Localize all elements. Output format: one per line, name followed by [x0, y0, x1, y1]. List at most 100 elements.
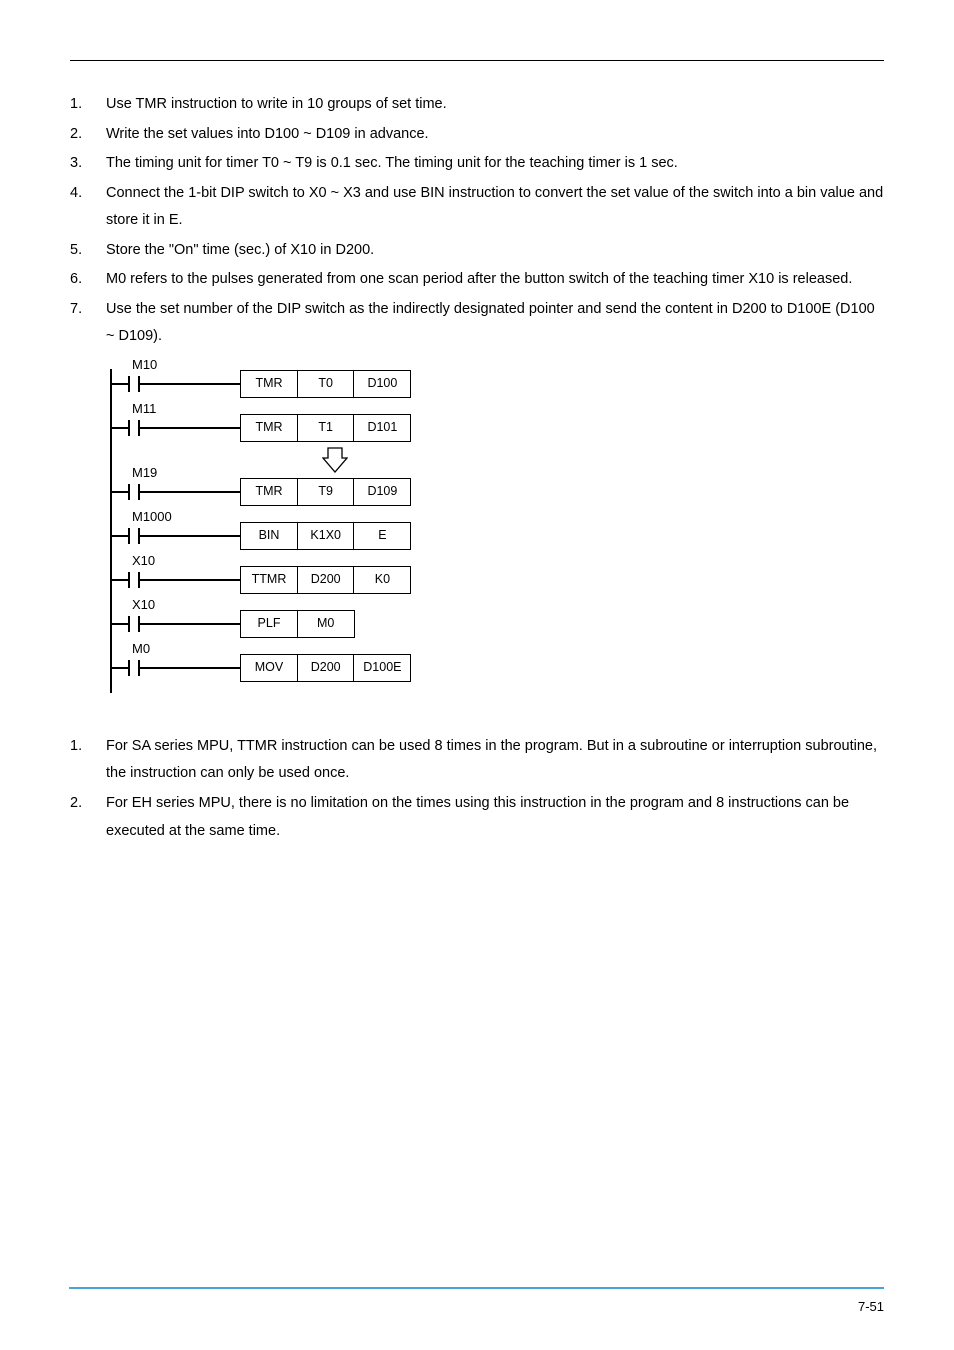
- item-number: 4.: [70, 180, 106, 235]
- item-number: 5.: [70, 237, 106, 265]
- cell: M0: [297, 610, 355, 638]
- rail: [110, 683, 112, 693]
- instruction-box: TMR T0 D100: [240, 370, 411, 398]
- ladder-rung: M11 TMR T1 D101: [110, 413, 884, 443]
- list-item: 1.For SA series MPU, TTMR instruction ca…: [70, 733, 884, 788]
- ladder-rung: M1000 BIN K1X0 E: [110, 521, 884, 551]
- contact-icon: [128, 616, 140, 632]
- list-1: 1.Use TMR instruction to write in 10 gro…: [70, 91, 884, 351]
- rail-spacer: [110, 639, 884, 653]
- cell: MOV: [240, 654, 298, 682]
- down-arrow-icon: [322, 446, 348, 474]
- rung-label: M10: [132, 353, 157, 378]
- item-text: The timing unit for timer T0 ~ T9 is 0.1…: [106, 150, 884, 178]
- contact-icon: [128, 660, 140, 676]
- rung-label: X10: [132, 549, 155, 574]
- continuation-row: [110, 443, 884, 477]
- list-item: 3.The timing unit for timer T0 ~ T9 is 0…: [70, 150, 884, 178]
- cell: E: [353, 522, 411, 550]
- ladder-rung: M0 MOV D200 D100E: [110, 653, 884, 683]
- cell: K1X0: [297, 522, 355, 550]
- item-number: 3.: [70, 150, 106, 178]
- rung-label: M11: [132, 397, 156, 422]
- cell: D100: [353, 370, 411, 398]
- rung-label: M0: [132, 637, 150, 662]
- contact-icon: [128, 420, 140, 436]
- page-number: 7-51: [858, 1299, 884, 1314]
- instruction-box: MOV D200 D100E: [240, 654, 411, 682]
- list-item: 5.Store the "On" time (sec.) of X10 in D…: [70, 237, 884, 265]
- cell: BIN: [240, 522, 298, 550]
- cell: D109: [353, 478, 411, 506]
- cell: TTMR: [240, 566, 298, 594]
- item-text: Connect the 1-bit DIP switch to X0 ~ X3 …: [106, 180, 884, 235]
- item-text: M0 refers to the pulses generated from o…: [106, 266, 884, 294]
- list-item: 1.Use TMR instruction to write in 10 gro…: [70, 91, 884, 119]
- wire: [112, 623, 128, 625]
- rail-spacer: [110, 551, 884, 565]
- contact-icon: [128, 484, 140, 500]
- item-text: Write the set values into D100 ~ D109 in…: [106, 121, 884, 149]
- wire: [112, 491, 128, 493]
- ladder-rung: X10 TTMR D200 K0: [110, 565, 884, 595]
- item-text: Store the "On" time (sec.) of X10 in D20…: [106, 237, 884, 265]
- rail: [110, 595, 112, 609]
- rail-spacer: [110, 399, 884, 413]
- list-item: 2.For EH series MPU, there is no limitat…: [70, 790, 884, 845]
- wire: [140, 535, 240, 537]
- rung-label: M19: [132, 461, 157, 486]
- ladder-rung: M19 TMR T9 D109: [110, 477, 884, 507]
- wire: [112, 535, 128, 537]
- list-item: 7.Use the set number of the DIP switch a…: [70, 296, 884, 351]
- rail-spacer: [110, 507, 884, 521]
- instruction-box: TMR T9 D109: [240, 478, 411, 506]
- cell: D100E: [353, 654, 411, 682]
- instruction-box: BIN K1X0 E: [240, 522, 411, 550]
- wire: [140, 579, 240, 581]
- ladder-rung: M10 TMR T0 D100: [110, 369, 884, 399]
- rail: [110, 507, 112, 521]
- cell: T1: [297, 414, 355, 442]
- wire: [140, 491, 240, 493]
- cell: K0: [353, 566, 411, 594]
- item-number: 7.: [70, 296, 106, 351]
- contact-icon: [128, 528, 140, 544]
- wire: [140, 427, 240, 429]
- rail-spacer: [110, 595, 884, 609]
- rail: [110, 551, 112, 565]
- contact-icon: [128, 376, 140, 392]
- cell: T9: [297, 478, 355, 506]
- list-item: 4.Connect the 1-bit DIP switch to X0 ~ X…: [70, 180, 884, 235]
- rung-label: M1000: [132, 505, 172, 530]
- item-number: 1.: [70, 733, 106, 788]
- item-number: 6.: [70, 266, 106, 294]
- cell: D200: [297, 654, 355, 682]
- cell: TMR: [240, 370, 298, 398]
- instruction-box: TTMR D200 K0: [240, 566, 411, 594]
- item-number: 2.: [70, 790, 106, 845]
- top-rule: [70, 60, 884, 61]
- contact-icon: [128, 572, 140, 588]
- wire: [112, 383, 128, 385]
- wire: [112, 667, 128, 669]
- rail-spacer: [110, 683, 884, 693]
- wire: [140, 623, 240, 625]
- wire: [112, 579, 128, 581]
- instruction-box: PLF M0: [240, 610, 355, 638]
- item-text: For SA series MPU, TTMR instruction can …: [106, 733, 884, 788]
- item-text: Use TMR instruction to write in 10 group…: [106, 91, 884, 119]
- wire: [140, 383, 240, 385]
- rung-label: X10: [132, 593, 155, 618]
- instruction-box: TMR T1 D101: [240, 414, 411, 442]
- cell: T0: [297, 370, 355, 398]
- list-item: 2.Write the set values into D100 ~ D109 …: [70, 121, 884, 149]
- item-text: For EH series MPU, there is no limitatio…: [106, 790, 884, 845]
- item-number: 1.: [70, 91, 106, 119]
- cell: D200: [297, 566, 355, 594]
- item-number: 2.: [70, 121, 106, 149]
- ladder-rung: X10 PLF M0: [110, 609, 884, 639]
- rail: [110, 639, 112, 653]
- wire: [140, 667, 240, 669]
- rail: [110, 443, 112, 477]
- page-footer: 7-51: [69, 1287, 884, 1320]
